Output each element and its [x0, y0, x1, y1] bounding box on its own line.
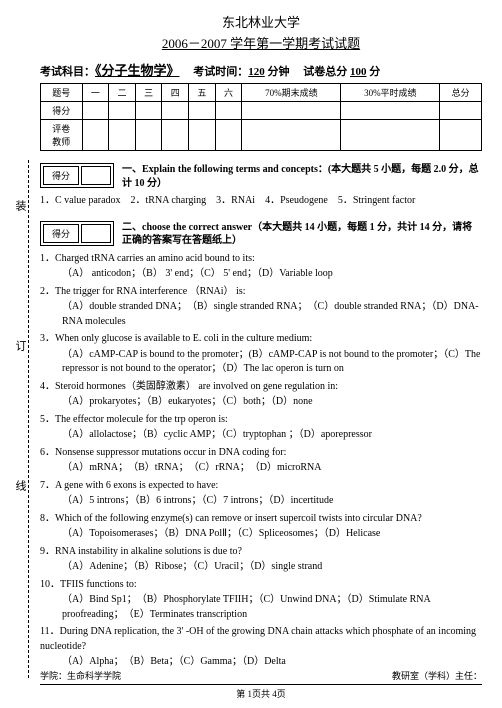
question: 7．A gene with 6 exons is expected to hav… [40, 479, 482, 509]
header: 东北林业大学 2006－2007 学年第一学期考试试题 [40, 12, 482, 52]
footer-left: 学院：生命科学学院 [40, 669, 121, 682]
question: 10．TFIIS functions to:（A）Bind Sp1； （B）Ph… [40, 578, 482, 623]
time-label: 考试时间： [193, 66, 248, 78]
question-stem: 3．When only glucose is available to E. c… [40, 332, 482, 347]
score-box-label: 得分 [43, 166, 79, 185]
th: 二 [109, 84, 136, 102]
question: 9．RNA instability in alkaline solutions … [40, 545, 482, 575]
th: 题号 [41, 84, 83, 102]
university-name: 东北林业大学 [40, 12, 482, 31]
footer: 学院：生命科学学院 教研室（学科）主任： 第 1页共 4页 [40, 669, 482, 700]
question-stem: 1．Charged tRNA carries an amino acid bou… [40, 252, 482, 267]
course-name: 《分子生物学》 [95, 63, 180, 78]
th: 一 [82, 84, 109, 102]
section-2-title: 二、choose the correct answer（本大题共 14 小题，每… [122, 221, 482, 248]
question-stem: 11．During DNA replication, the 3' -OH of… [40, 625, 482, 654]
page-number: 第 1页共 4页 [40, 687, 482, 700]
score-box: 得分 [40, 163, 114, 188]
row-label: 得分 [41, 102, 83, 120]
year-line: 2006－2007 学年第一学期考试试题 [40, 33, 482, 52]
row-label: 评卷 教师 [41, 120, 83, 151]
question-stem: 9．RNA instability in alkaline solutions … [40, 545, 482, 560]
question: 8．Which of the following enzyme(s) can r… [40, 512, 482, 542]
question-stem: 10．TFIIS functions to: [40, 578, 482, 593]
question-options: （A）Topoisomerases；（B）DNA PolⅡ；（C）Spliceo… [40, 527, 482, 542]
table-row: 题号 一 二 三 四 五 六 70%期末成绩 30%平时成绩 总分 [41, 84, 482, 102]
th: 总分 [440, 84, 482, 102]
question: 5．The effector molecule for the trp oper… [40, 413, 482, 443]
question-options: （A）5 introns；（B）6 introns；（C）7 introns；（… [40, 494, 482, 509]
th: 六 [215, 84, 242, 102]
section-1-head: 得分 一、Explain the following terms and con… [40, 163, 482, 190]
total-unit: 分 [369, 66, 380, 78]
question-stem: 5．The effector molecule for the trp oper… [40, 413, 482, 428]
section-1-body: 1．C value paradox 2．tRNA charging 3．RNAi… [40, 194, 482, 209]
question-stem: 6．Nonsense suppressor mutations occur in… [40, 446, 482, 461]
question-stem: 2．The trigger for RNA interference （RNAi… [40, 285, 482, 300]
time-value: 120 [248, 66, 265, 78]
footer-right: 教研室（学科）主任： [392, 669, 482, 682]
question-options: （A） anticodon；（B） 3' end；（C） 5' end；（D）V… [40, 267, 482, 282]
question-options: （A）Alpha； （B）Beta；（C）Gamma；（D）Delta [40, 655, 482, 670]
th: 五 [189, 84, 216, 102]
question: 3．When only glucose is available to E. c… [40, 332, 482, 377]
table-row: 评卷 教师 [41, 120, 482, 151]
question: 2．The trigger for RNA interference （RNAi… [40, 285, 482, 330]
question-list: 1．Charged tRNA carries an amino acid bou… [40, 252, 482, 670]
th: 70%期末成绩 [242, 84, 341, 102]
question-options: （A）Adenine；（B）Ribose；（C）Uracil；（D）single… [40, 560, 482, 575]
table-row: 得分 [41, 102, 482, 120]
exam-info-row: 考试科目：《分子生物学》 考试时间：120 分钟 试卷总分 100 分 [40, 60, 482, 79]
question-options: （A）Bind Sp1； （B）Phosphorylate TFIIH；（C）U… [40, 593, 482, 622]
score-table: 题号 一 二 三 四 五 六 70%期末成绩 30%平时成绩 总分 得分 评卷 … [40, 83, 482, 151]
score-box-label: 得分 [43, 224, 79, 243]
question: 4．Steroid hormones（类固醇激素） are involved o… [40, 380, 482, 410]
time-unit: 分钟 [268, 66, 290, 78]
section-2-head: 得分 二、choose the correct answer（本大题共 14 小… [40, 221, 482, 248]
question-options: （A）prokaryotes；（B）eukaryotes；（C）both；（D）… [40, 395, 482, 410]
question-stem: 4．Steroid hormones（类固醇激素） are involved o… [40, 380, 482, 395]
total-label: 试卷总分 [303, 66, 347, 78]
question-options: （A）allolactose；（B）cyclic AMP；（C）tryptoph… [40, 428, 482, 443]
binding-line [28, 160, 29, 678]
total-value: 100 [350, 66, 367, 78]
subject-label: 考试科目： [40, 66, 95, 78]
side-char-3: 线 [12, 480, 28, 491]
th: 四 [162, 84, 189, 102]
question: 6．Nonsense suppressor mutations occur in… [40, 446, 482, 476]
question: 1．Charged tRNA carries an amino acid bou… [40, 252, 482, 282]
section-1-title: 一、Explain the following terms and concep… [122, 163, 482, 190]
question-stem: 7．A gene with 6 exons is expected to hav… [40, 479, 482, 494]
question-options: （A）mRNA； （B）tRNA； （C）rRNA； （D）microRNA [40, 461, 482, 476]
th: 30%平时成绩 [341, 84, 440, 102]
side-char-2: 订 [12, 340, 28, 351]
question-options: （A）cAMP-CAP is bound to the promoter；(B）… [40, 348, 482, 377]
section-1-terms: 1．C value paradox 2．tRNA charging 3．RNAi… [40, 194, 482, 209]
side-char-1: 装 [12, 200, 28, 211]
question: 11．During DNA replication, the 3' -OH of… [40, 625, 482, 670]
question-options: （A）double stranded DNA； （B）single strand… [40, 300, 482, 329]
th: 三 [135, 84, 162, 102]
question-stem: 8．Which of the following enzyme(s) can r… [40, 512, 482, 527]
score-box: 得分 [40, 221, 114, 246]
